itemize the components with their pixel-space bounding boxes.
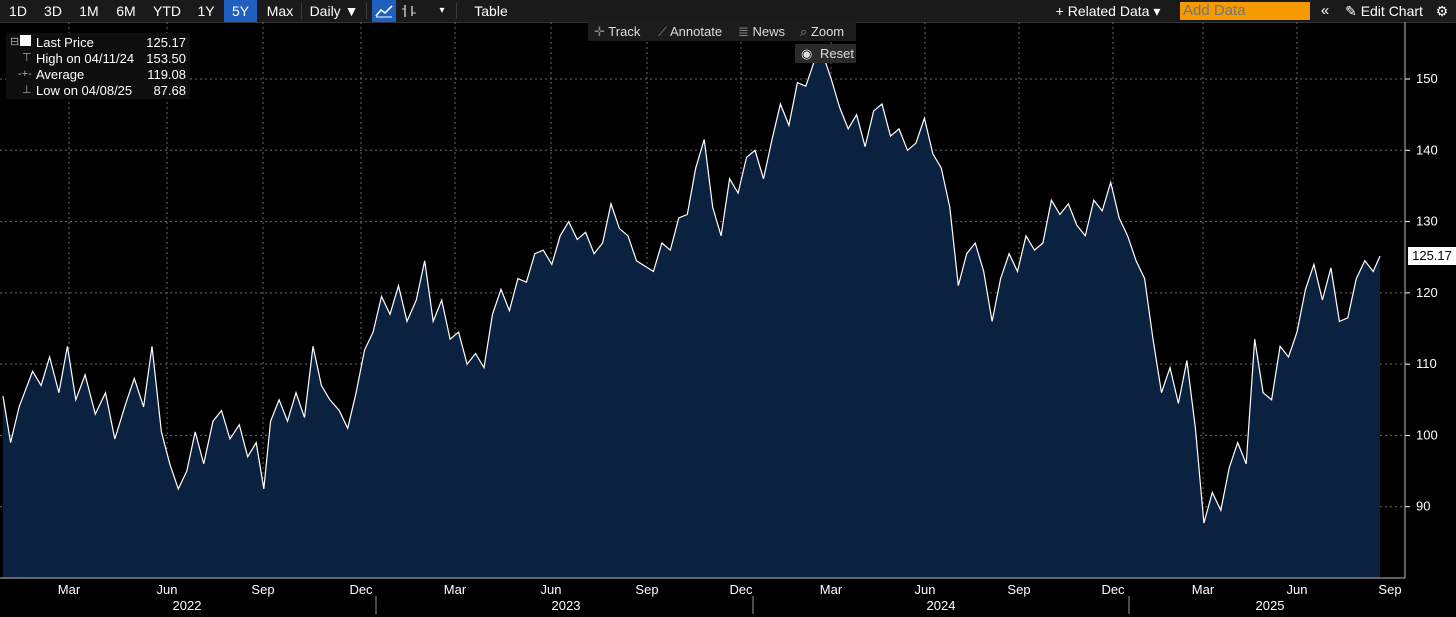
y-tick-label: 90 [1416,499,1430,514]
range-3d-button[interactable]: 3D [44,3,62,19]
edit-chart-label: Edit Chart [1360,3,1423,19]
news-tool[interactable]: ≣ News [738,22,785,41]
x-tick-label: Mar [58,582,81,597]
annotate-tool[interactable]: ⟋ Annotate [658,22,722,41]
price-area-fill [3,54,1380,579]
range-6m-button[interactable]: 6M [116,3,136,19]
high-value: 153.50 [146,51,186,66]
toolbar-divider [456,3,457,19]
y-tick-label: 150 [1416,71,1438,86]
high-marker-icon: ⊤ [22,52,32,64]
checkbox-icon[interactable]: ⊟ [10,35,32,50]
x-tick-label: Dec [729,582,753,597]
range-ytd-button[interactable]: YTD [153,3,181,19]
crosshair-icon: ✛ [594,24,605,39]
range-5y-button[interactable]: 5Y [224,0,257,22]
x-tick-label: Mar [1192,582,1215,597]
x-tick-label: Dec [349,582,373,597]
collapse-chevron-icon[interactable]: « [1320,2,1330,19]
average-label: Average [36,67,85,82]
x-tick-label: Jun [541,582,562,597]
reset-radio-icon: ◉ [801,46,813,61]
frequency-dropdown[interactable]: Daily ▼ [309,3,359,19]
average-marker-icon: -+- [18,68,32,80]
x-tick-label: Sep [1378,582,1401,597]
edit-chart-button[interactable]: ✎ Edit Chart [1338,0,1430,22]
low-value: 87.68 [153,83,186,98]
bar-chart-icon[interactable] [398,0,420,22]
legend-last-price[interactable]: ⊟ Last Price 125.17 [6,35,190,50]
related-data-button[interactable]: + Related Data ▾ [1055,3,1161,19]
annotate-label: Annotate [670,24,723,39]
x-tick-label: Sep [251,582,274,597]
year-label: 2022 [173,598,202,613]
high-label: High on 04/11/24 [36,51,135,66]
range-1d-button[interactable]: 1D [9,3,27,19]
average-value: 119.08 [147,67,186,82]
legend-average: -+- Average 119.08 [6,67,190,82]
magnifier-icon: ⌕ [800,24,808,39]
annotate-icon: ⟋ [658,24,668,39]
reset-label: Reset [820,46,854,61]
last-price-label: Last Price [36,35,94,50]
y-axis: 90 100 110 120 130 140 150 [1404,22,1438,578]
x-tick-label: Jun [157,582,178,597]
legend-low: ⊥ Low on 04/08/25 87.68 [6,83,190,98]
y-tick-label: 140 [1416,142,1438,157]
year-label: 2023 [552,598,581,613]
low-label: Low on 04/08/25 [36,83,133,98]
last-price-value: 125.17 [146,35,186,50]
zoom-label: Zoom [810,24,845,39]
x-tick-label: Jun [1287,582,1308,597]
toolbar-divider [366,3,367,19]
news-icon: ≣ [738,24,749,39]
settings-gear-icon[interactable]: ⚙ [1435,3,1449,19]
range-1m-button[interactable]: 1M [79,3,99,19]
x-tick-label: Mar [820,582,843,597]
x-tick-label: Dec [1101,582,1125,597]
legend-box: ⊟ Last Price 125.17 ⊤ High on 04/11/24 1… [6,33,190,99]
x-tick-label: Jun [915,582,936,597]
y-tick-label: 130 [1416,214,1438,229]
range-1y-button[interactable]: 1Y [197,3,215,19]
price-series-line [2,53,1381,524]
x-tick-label: Sep [1007,582,1030,597]
line-chart-icon[interactable] [372,0,396,22]
add-data-input[interactable] [1180,2,1310,20]
toolbar-divider [301,3,302,19]
track-tool[interactable]: ✛ Track [594,22,640,41]
legend-high: ⊤ High on 04/11/24 153.50 [6,51,190,66]
x-tick-label: Mar [444,582,467,597]
year-label: 2024 [927,598,956,613]
y-tick-label: 110 [1416,356,1437,371]
last-price-tag: 125.17 [1408,247,1456,266]
range-max-button[interactable]: Max [266,3,294,19]
table-button[interactable]: Table [474,3,508,19]
chart-tools-bar: ✛ Track ⟋ Annotate ≣ News ⌕ Zoom [588,22,856,41]
price-chart[interactable]: 90 100 110 120 130 140 150 Mar Jun Sep Dec Mar Jun S… [0,22,1456,617]
year-label: 2025 [1256,598,1285,613]
chart-toolbar: 1D 3D 1M 6M YTD 1Y 5Y Max Daily ▼ ▾ Tabl… [0,0,1456,23]
y-tick-label: 100 [1416,427,1438,442]
zoom-tool[interactable]: ⌕ Zoom [800,22,844,41]
reset-button[interactable]: ◉ Reset [795,44,856,63]
y-tick-label: 120 [1416,285,1438,300]
news-label: News [752,24,786,39]
low-marker-icon: ⊥ [22,84,32,96]
track-label: Track [608,24,641,39]
x-axis: Mar Jun Sep Dec Mar Jun Sep Dec Mar Jun Sep Dec Mar J… [0,577,1405,614]
chart-type-dropdown-icon[interactable]: ▾ [439,5,445,16]
pencil-icon: ✎ [1345,3,1357,19]
x-tick-label: Sep [635,582,658,597]
